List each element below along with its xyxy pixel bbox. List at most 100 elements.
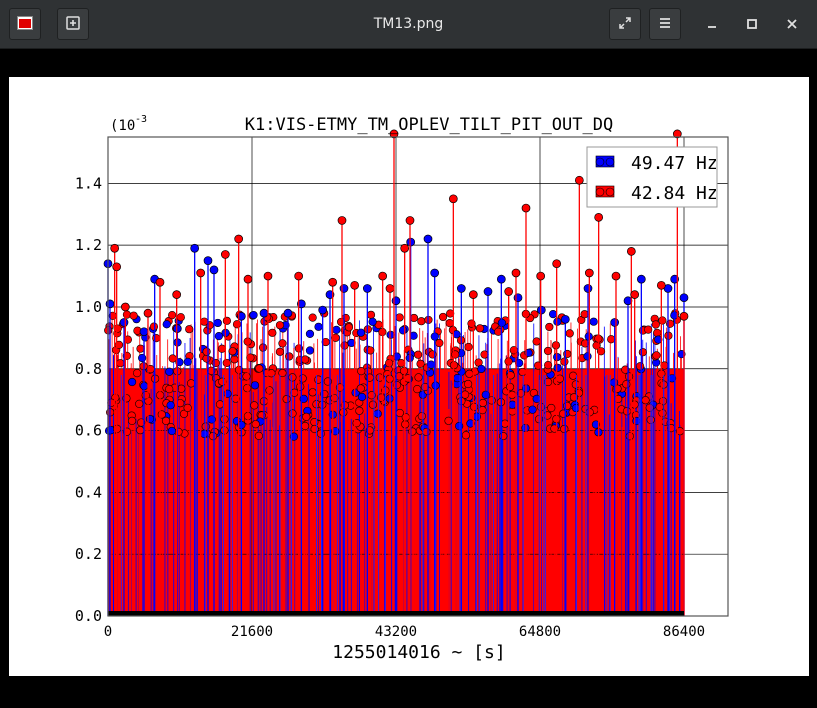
close-button[interactable]	[782, 14, 802, 34]
y-tick-label: 0.2	[75, 545, 102, 563]
series-49-marker	[138, 353, 147, 363]
series-42-marker	[543, 361, 553, 370]
series-49-peak-marker	[190, 243, 200, 253]
series-42-marker	[470, 402, 479, 411]
series-42-marker	[161, 416, 171, 425]
series-42-marker	[444, 416, 453, 425]
series-42-peak-marker	[656, 280, 666, 290]
series-42-peak-marker	[337, 216, 347, 225]
legend-label: 49.47 Hz	[631, 153, 718, 174]
series-42-peak-marker	[263, 271, 273, 281]
series-49-peak-marker	[670, 274, 680, 284]
series-42-marker	[467, 319, 476, 328]
y-tick-label: 0.8	[75, 360, 102, 378]
series-49-peak-marker	[430, 268, 440, 278]
series-42-marker	[222, 316, 231, 325]
title-bar: TM13.png	[0, 0, 817, 49]
series-42-marker	[288, 373, 297, 382]
series-42-peak-marker	[234, 234, 244, 244]
x-tick-label: 43200	[375, 624, 417, 640]
series-42-marker	[337, 317, 346, 327]
series-42-marker	[258, 343, 268, 352]
series-49-marker	[162, 320, 171, 329]
series-42-marker	[562, 401, 572, 410]
series-42-marker	[116, 359, 125, 368]
series-42-peak-marker	[584, 268, 594, 278]
fullscreen-button[interactable]	[609, 8, 641, 40]
series-42-peak-marker	[672, 129, 682, 139]
menu-button[interactable]	[649, 8, 681, 40]
series-49-marker	[166, 401, 175, 410]
new-window-button[interactable]	[57, 8, 89, 40]
series-42-marker	[129, 311, 138, 320]
series-42-marker	[366, 310, 376, 319]
series-42-peak-marker	[574, 175, 584, 185]
legend-marker	[605, 187, 615, 197]
series-42-marker	[636, 362, 645, 371]
y-tick-label: 1.2	[75, 236, 102, 254]
series-42-marker	[250, 401, 259, 410]
series-42-peak-marker	[143, 308, 153, 318]
series-42-peak-marker	[448, 194, 458, 204]
series-42-peak-marker	[378, 271, 388, 281]
series-42-marker	[255, 364, 264, 373]
series-42-marker	[414, 350, 423, 359]
app-menu-button[interactable]	[9, 8, 41, 40]
series-49-marker	[200, 429, 209, 439]
series-42-marker	[417, 317, 426, 326]
series-42-marker	[464, 342, 473, 352]
maximize-icon	[746, 15, 758, 34]
series-49-marker	[452, 330, 461, 339]
series-42-marker	[301, 421, 310, 431]
series-42-peak-marker	[294, 271, 304, 281]
series-42-marker	[254, 431, 263, 441]
series-42-marker	[563, 349, 572, 359]
series-49-peak-marker	[209, 265, 219, 275]
series-49-marker	[314, 322, 323, 331]
series-49-marker	[249, 310, 258, 320]
series-42-marker	[232, 320, 242, 329]
series-49-marker	[548, 310, 558, 319]
series-49-peak-marker	[623, 296, 633, 306]
series-42-marker	[500, 419, 510, 428]
series-42-peak-marker	[389, 129, 399, 139]
maximize-button[interactable]	[742, 14, 762, 34]
series-42-marker	[356, 384, 365, 393]
series-42-marker	[625, 432, 634, 441]
series-42-peak-marker	[468, 290, 478, 299]
series-42-marker	[478, 398, 488, 408]
image-canvas: 0.0 0.2 0.4 0.6 0.8 1.0 1.2 1.4 0 21600 43200 64800…	[9, 77, 809, 676]
series-42-marker	[449, 361, 459, 370]
chart-svg: 0.0 0.2 0.4 0.6 0.8 1.0 1.2 1.4 0 21600 43200 64800…	[75, 114, 729, 663]
series-42-marker	[310, 418, 319, 427]
series-42-marker	[499, 431, 508, 441]
series-49-marker	[347, 338, 356, 348]
window-title: TM13.png	[373, 16, 444, 32]
series-42-marker	[222, 358, 231, 368]
series-42-marker	[133, 368, 142, 378]
series-49-peak-marker	[119, 318, 129, 327]
series-42-marker	[202, 347, 211, 356]
series-42-marker	[480, 350, 489, 359]
series-42-peak-marker	[328, 277, 338, 287]
series-42-peak-marker	[536, 271, 546, 281]
y-scale-exponent: -3	[135, 114, 147, 125]
series-42-marker	[152, 334, 161, 343]
series-42-peak-marker	[385, 284, 395, 293]
series-42-marker	[655, 402, 664, 412]
series-49-peak-marker	[423, 234, 433, 244]
minimize-button[interactable]	[702, 14, 722, 34]
series-42-marker	[494, 327, 503, 336]
series-42-marker	[461, 431, 471, 440]
series-42-peak-marker	[552, 259, 562, 269]
series-42-marker	[107, 398, 116, 407]
series-49-marker	[571, 403, 581, 413]
series-42-marker	[243, 384, 252, 393]
series-49-peak-marker	[283, 308, 293, 318]
series-42-marker	[445, 319, 454, 328]
series-49-peak-marker	[536, 305, 546, 315]
series-42-marker	[414, 373, 423, 382]
series-42-marker	[653, 328, 662, 338]
series-42-marker	[395, 313, 404, 322]
